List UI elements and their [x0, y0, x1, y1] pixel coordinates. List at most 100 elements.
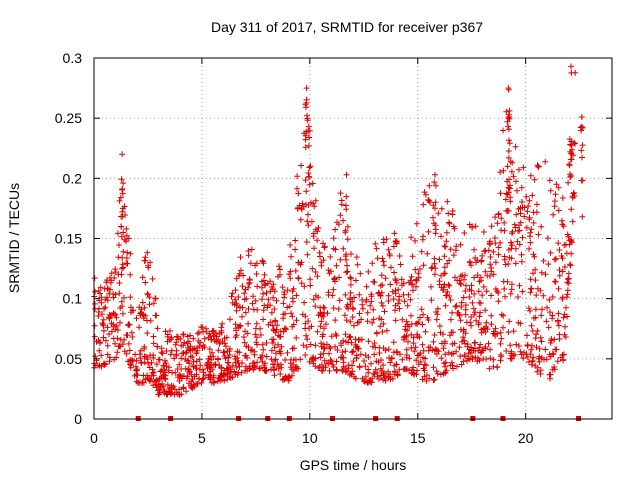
data-point	[515, 319, 522, 326]
data-point	[505, 329, 512, 336]
data-point	[195, 337, 202, 344]
data-point	[99, 311, 106, 318]
data-point	[361, 358, 367, 364]
data-point	[436, 256, 443, 263]
data-point	[432, 171, 438, 178]
data-point	[347, 281, 354, 288]
data-point	[302, 177, 309, 184]
data-point	[420, 233, 427, 240]
data-point	[440, 345, 447, 352]
data-point	[210, 333, 217, 340]
data-point	[430, 214, 436, 221]
data-point	[495, 244, 502, 251]
data-point	[378, 272, 385, 279]
data-point	[250, 306, 257, 313]
data-point	[538, 223, 545, 230]
data-point	[507, 158, 514, 165]
data-point	[490, 356, 497, 363]
data-point	[104, 297, 111, 304]
data-point	[119, 190, 126, 197]
data-point	[430, 338, 437, 345]
data-point	[302, 136, 309, 143]
data-point	[343, 193, 350, 200]
data-point	[498, 215, 505, 222]
data-point	[383, 236, 390, 243]
data-point	[123, 350, 130, 357]
data-point	[352, 375, 359, 382]
data-point	[305, 128, 312, 135]
data-point	[135, 379, 141, 386]
data-point	[259, 258, 266, 265]
x-tick-label: 15	[410, 430, 426, 446]
data-point	[91, 275, 98, 282]
data-point	[206, 355, 212, 362]
data-point	[422, 355, 429, 362]
data-point	[359, 301, 366, 308]
data-point	[441, 253, 448, 260]
data-point	[179, 350, 186, 357]
data-point	[523, 351, 530, 357]
data-point	[164, 338, 171, 345]
data-point	[103, 294, 110, 301]
data-point	[242, 286, 249, 293]
data-point	[459, 338, 465, 345]
data-point	[542, 158, 549, 165]
data-point	[412, 266, 419, 273]
data-point	[546, 296, 553, 303]
data-point	[531, 176, 538, 183]
data-point	[309, 265, 316, 272]
data-point	[365, 338, 372, 345]
data-point	[570, 189, 577, 196]
data-point	[515, 343, 522, 349]
data-point	[566, 162, 573, 169]
data-point	[311, 203, 318, 210]
data-point	[146, 377, 153, 384]
data-point	[443, 238, 450, 245]
data-point	[555, 285, 562, 292]
data-point	[263, 290, 270, 296]
data-point	[249, 346, 256, 353]
data-point	[408, 234, 415, 241]
data-point	[475, 347, 482, 354]
data-point	[318, 367, 325, 374]
data-point	[542, 271, 549, 278]
data-point	[366, 378, 373, 385]
data-point	[245, 305, 252, 312]
data-point	[399, 316, 406, 323]
data-point	[371, 351, 378, 358]
data-point	[298, 280, 305, 287]
data-point	[511, 351, 518, 358]
data-point	[510, 328, 517, 335]
x-tick-label: 5	[198, 430, 206, 446]
data-point	[505, 246, 512, 253]
data-point	[529, 357, 536, 364]
data-point	[98, 299, 105, 306]
data-point	[495, 298, 502, 305]
data-point	[127, 361, 134, 368]
data-point	[147, 352, 154, 359]
data-point	[342, 227, 349, 234]
data-point	[184, 333, 191, 340]
data-point	[463, 282, 469, 289]
data-point	[138, 360, 145, 367]
data-point	[363, 283, 370, 290]
data-point	[325, 267, 332, 274]
data-point	[342, 202, 349, 209]
data-point	[551, 203, 558, 210]
data-point	[559, 195, 566, 201]
data-point	[120, 248, 127, 255]
data-point	[155, 356, 162, 363]
data-point	[97, 340, 103, 347]
data-point	[124, 332, 131, 339]
data-point	[101, 285, 108, 292]
data-point	[314, 237, 321, 244]
data-point	[520, 164, 527, 171]
data-point	[495, 251, 502, 258]
data-point	[263, 340, 270, 346]
data-point	[540, 257, 547, 264]
data-point	[479, 252, 486, 259]
data-point	[547, 187, 554, 194]
data-point	[292, 267, 299, 274]
data-point	[501, 256, 508, 263]
data-point	[379, 255, 386, 262]
